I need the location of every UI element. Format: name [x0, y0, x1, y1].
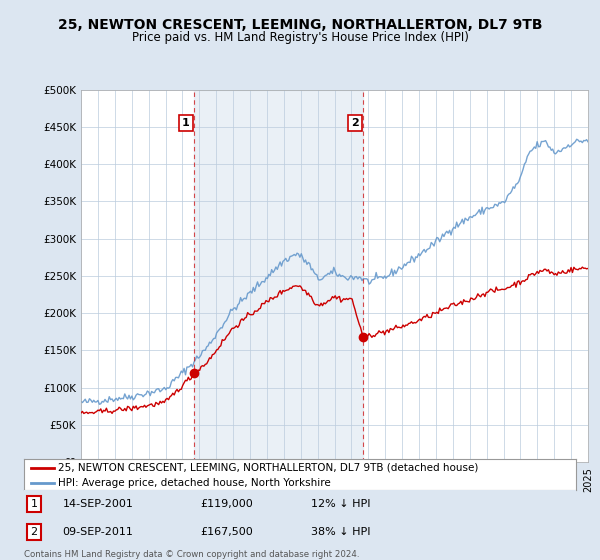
- Text: Price paid vs. HM Land Registry's House Price Index (HPI): Price paid vs. HM Land Registry's House …: [131, 31, 469, 44]
- Text: 1: 1: [31, 499, 38, 509]
- Text: Contains HM Land Registry data © Crown copyright and database right 2024.
This d: Contains HM Land Registry data © Crown c…: [24, 550, 359, 560]
- Text: 12% ↓ HPI: 12% ↓ HPI: [311, 499, 371, 509]
- Text: 09-SEP-2011: 09-SEP-2011: [62, 527, 134, 537]
- Text: 14-SEP-2001: 14-SEP-2001: [62, 499, 134, 509]
- Text: 2: 2: [31, 527, 38, 537]
- Text: 38% ↓ HPI: 38% ↓ HPI: [311, 527, 371, 537]
- Text: 2: 2: [351, 118, 359, 128]
- Bar: [194, 90, 364, 462]
- Text: 25, NEWTON CRESCENT, LEEMING, NORTHALLERTON, DL7 9TB (detached house): 25, NEWTON CRESCENT, LEEMING, NORTHALLER…: [58, 463, 479, 473]
- Text: 25, NEWTON CRESCENT, LEEMING, NORTHALLERTON, DL7 9TB: 25, NEWTON CRESCENT, LEEMING, NORTHALLER…: [58, 18, 542, 32]
- Text: 1: 1: [182, 118, 190, 128]
- Text: £119,000: £119,000: [200, 499, 253, 509]
- Text: £167,500: £167,500: [200, 527, 253, 537]
- Text: HPI: Average price, detached house, North Yorkshire: HPI: Average price, detached house, Nort…: [58, 478, 331, 488]
